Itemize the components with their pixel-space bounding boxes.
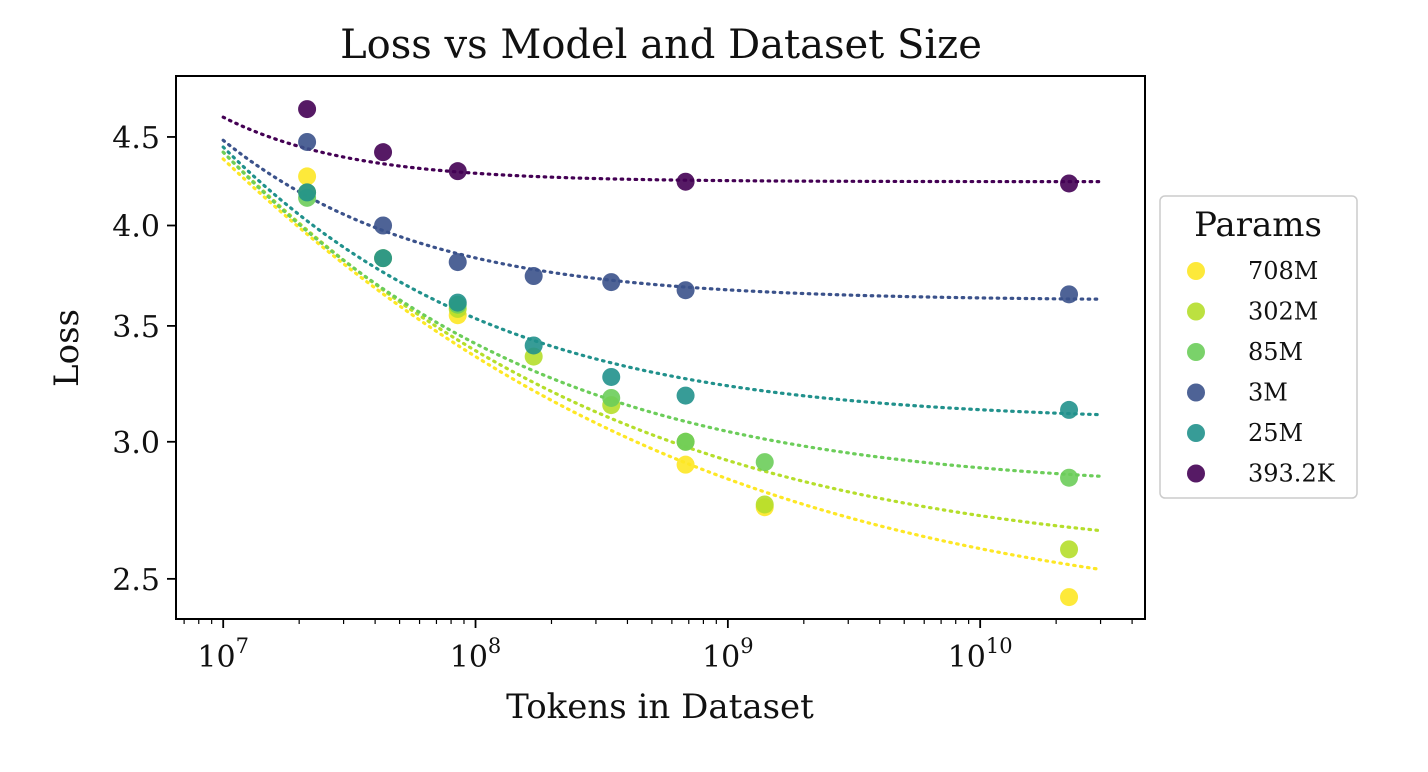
fit-line-1 <box>221 150 1103 533</box>
y-tick-label-3: 4.0 <box>112 209 160 244</box>
data-point-1-7 <box>1060 540 1079 559</box>
fit-line-0 <box>221 157 1103 572</box>
data-point-4-3 <box>524 336 543 355</box>
data-point-2-2 <box>602 388 621 407</box>
data-point-4-4 <box>602 367 621 386</box>
data-point-4-6 <box>1060 400 1079 419</box>
legend: Params 708M 302M 85M 3M 25M 393.2K <box>1159 195 1358 499</box>
data-point-4-5 <box>676 386 695 405</box>
data-point-3-2 <box>448 253 467 272</box>
legend-label-5: 393.2K <box>1248 460 1336 488</box>
legend-title: Params <box>1194 205 1322 245</box>
data-point-5-3 <box>676 172 695 191</box>
legend-label-3: 3M <box>1248 379 1288 407</box>
chart-title: Loss vs Model and Dataset Size <box>340 22 982 68</box>
fit-line-5 <box>221 115 1103 184</box>
data-point-5-4 <box>1060 174 1079 193</box>
legend-marker-2 <box>1187 343 1205 361</box>
legend-label-1: 302M <box>1248 298 1318 326</box>
legend-label-0: 708M <box>1248 257 1318 285</box>
legend-label-2: 85M <box>1248 338 1303 366</box>
data-point-3-3 <box>524 267 543 286</box>
data-point-0-2 <box>676 455 695 474</box>
legend-marker-3 <box>1187 383 1205 402</box>
legend-label-4: 25M <box>1248 419 1303 447</box>
fit-line-3 <box>221 138 1103 301</box>
y-axis-ticks: 2.5 3.0 3.5 4.0 4.5 <box>112 121 176 598</box>
legend-marker-4 <box>1187 424 1205 442</box>
data-point-4-0 <box>298 183 317 202</box>
legend-items: 708M 302M 85M 3M 25M 393.2K <box>1187 257 1336 488</box>
data-point-3-5 <box>676 281 695 300</box>
legend-marker-1 <box>1187 302 1205 321</box>
data-point-5-2 <box>448 162 467 181</box>
y-tick-label-4: 4.5 <box>112 121 160 156</box>
fit-lines <box>221 115 1103 572</box>
data-point-0-0 <box>298 167 317 186</box>
plot-area: 107 108 109 1010 2.5 3.0 3.5 4.0 4.5 <box>112 75 1146 675</box>
data-points <box>298 100 1079 607</box>
data-point-3-4 <box>602 273 621 292</box>
data-point-3-1 <box>374 216 393 235</box>
data-point-0-4 <box>1060 588 1079 607</box>
data-point-1-6 <box>755 495 774 514</box>
data-point-4-2 <box>448 293 467 312</box>
y-tick-label-1: 3.0 <box>112 426 160 461</box>
legend-marker-0 <box>1187 262 1205 280</box>
data-point-5-0 <box>298 100 317 119</box>
y-tick-label-0: 2.5 <box>112 563 160 598</box>
data-point-5-1 <box>374 143 393 162</box>
data-point-2-5 <box>1060 468 1079 487</box>
data-point-3-0 <box>298 132 317 151</box>
data-point-4-1 <box>374 249 393 268</box>
y-tick-label-2: 3.5 <box>112 310 160 345</box>
x-tick-label-0: 107 <box>197 634 249 675</box>
x-tick-label-1: 108 <box>450 634 502 675</box>
legend-frame <box>1159 195 1358 499</box>
plot-frame <box>175 75 1146 620</box>
data-point-3-6 <box>1060 285 1079 304</box>
y-axis-label: Loss <box>47 309 87 387</box>
fit-line-2 <box>221 150 1103 478</box>
data-point-2-3 <box>676 432 695 451</box>
x-tick-label-2: 109 <box>702 634 754 675</box>
fit-line-4 <box>221 145 1103 417</box>
x-axis-label: Tokens in Dataset <box>506 687 814 727</box>
x-tick-label-3: 1010 <box>948 634 1013 675</box>
data-point-2-4 <box>755 453 774 472</box>
x-axis-ticks: 107 108 109 1010 <box>183 619 1133 675</box>
legend-marker-5 <box>1187 464 1205 483</box>
